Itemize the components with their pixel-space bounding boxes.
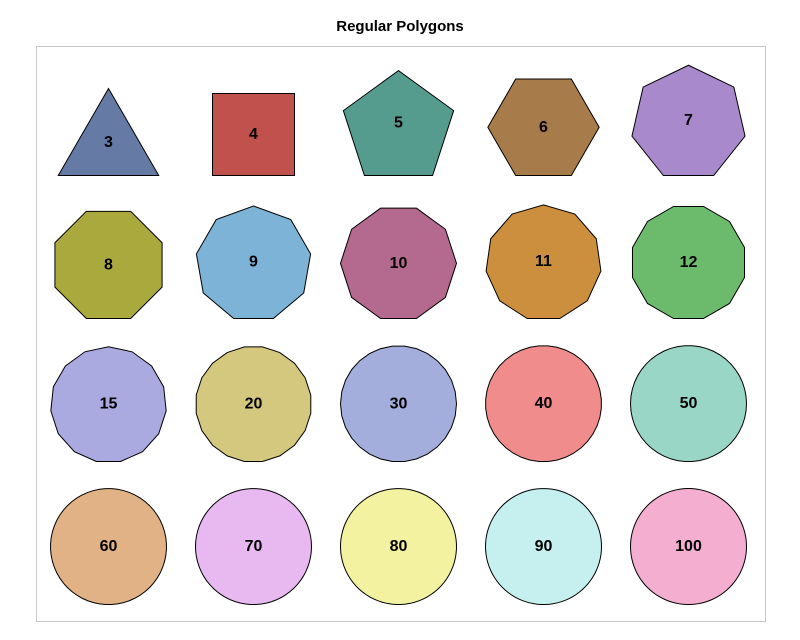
polygon-label-10: 10 [390,255,408,272]
polygon-label-3: 3 [104,134,113,151]
polygon-11: 11 [471,189,616,332]
polygon-70: 70 [181,475,326,618]
polygon-label-15: 15 [100,396,118,413]
polygon-label-20: 20 [245,396,263,413]
polygon-9: 9 [181,189,326,332]
polygon-3: 3 [36,46,181,189]
polygon-label-7: 7 [684,112,693,129]
polygon-label-11: 11 [535,253,552,270]
polygon-30: 30 [326,332,471,475]
polygon-label-100: 100 [675,538,702,555]
polygon-15: 15 [36,332,181,475]
polygon-40: 40 [471,332,616,475]
polygon-90: 90 [471,475,616,618]
polygon-label-6: 6 [539,119,548,136]
polygon-label-8: 8 [104,256,113,273]
polygon-5: 5 [326,46,471,189]
polygon-label-9: 9 [249,254,258,271]
polygon-80: 80 [326,475,471,618]
polygon-label-5: 5 [394,115,403,132]
polygon-20: 20 [181,332,326,475]
polygon-label-40: 40 [535,395,553,412]
polygon-shape-3 [58,89,158,176]
polygon-label-70: 70 [245,538,263,555]
polygon-label-12: 12 [680,254,698,271]
polygon-6: 6 [471,46,616,189]
chart-title: Regular Polygons [0,0,800,41]
polygon-label-50: 50 [680,395,698,412]
polygon-label-90: 90 [535,538,553,555]
polygon-label-80: 80 [390,538,408,555]
polygon-4: 4 [181,46,326,189]
polygon-10: 10 [326,189,471,332]
polygon-50: 50 [616,332,761,475]
polygon-label-60: 60 [100,538,118,555]
polygon-7: 7 [616,46,761,189]
polygon-12: 12 [616,189,761,332]
polygon-label-4: 4 [249,126,258,143]
polygon-60: 60 [36,475,181,618]
polygon-8: 8 [36,189,181,332]
polygon-100: 100 [616,475,761,618]
polygon-label-30: 30 [390,395,408,412]
